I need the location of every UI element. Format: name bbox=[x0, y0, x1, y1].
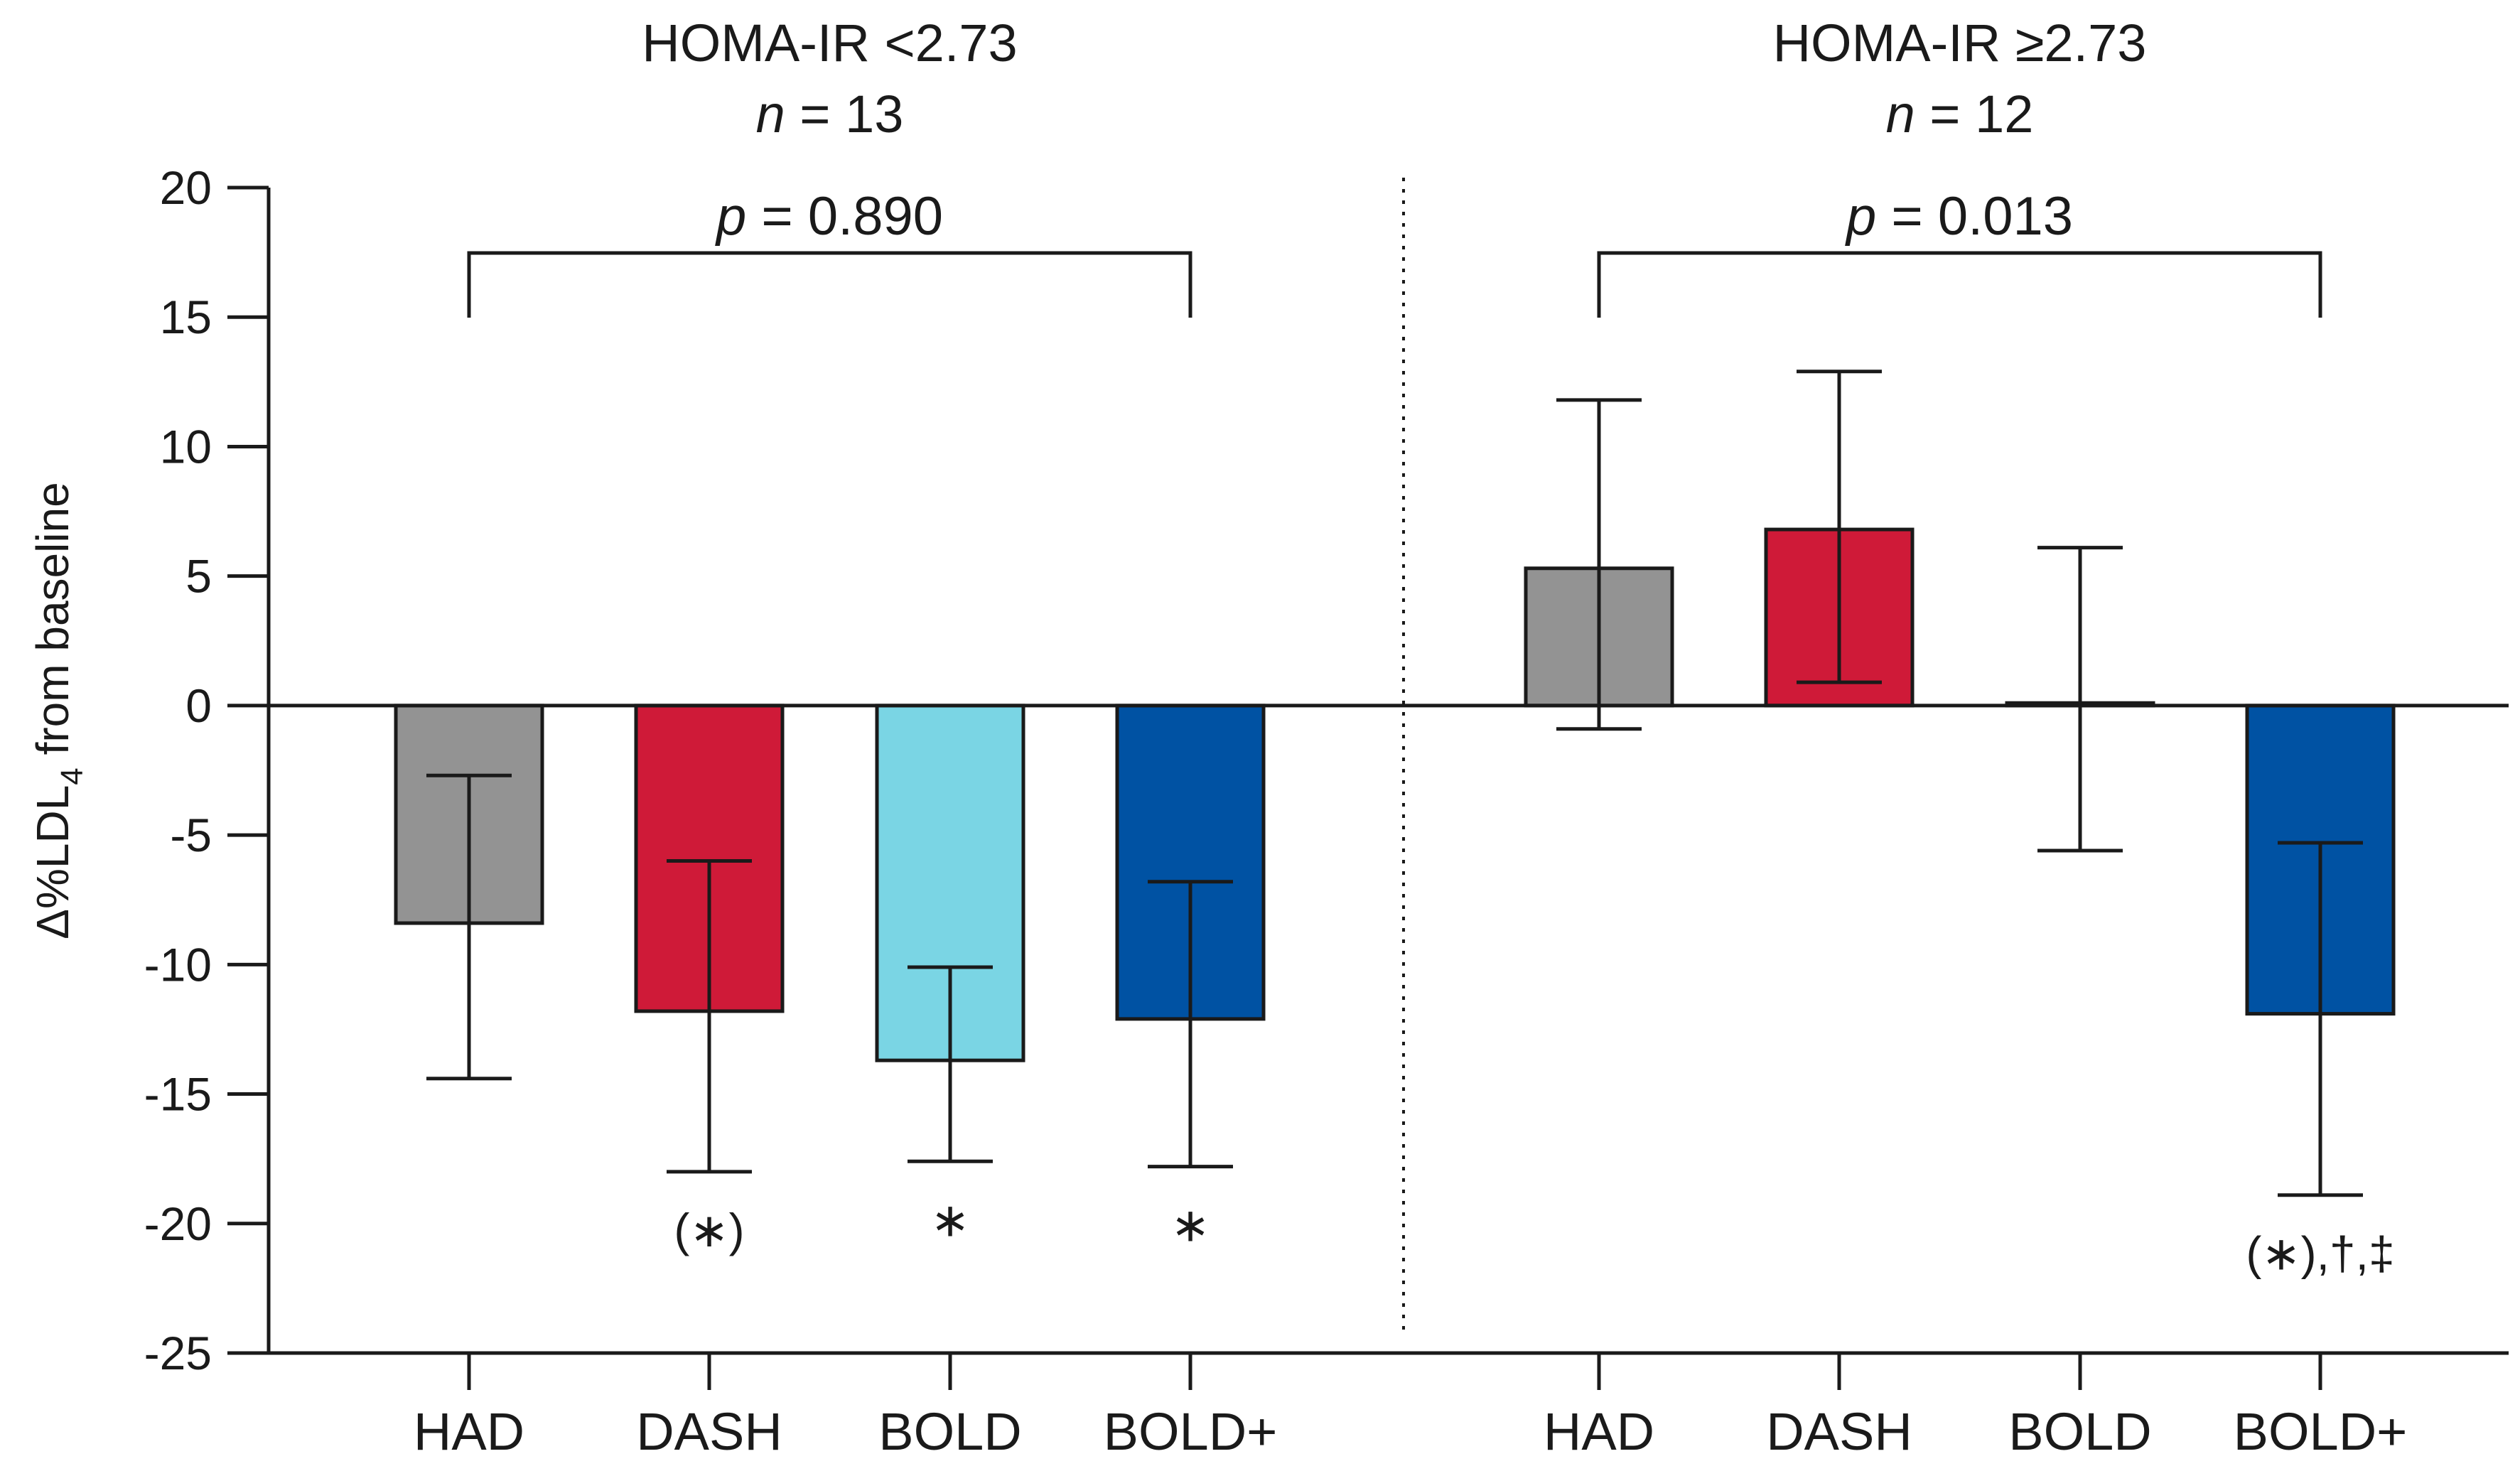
y-axis-label-main: Δ%LDL bbox=[27, 785, 78, 939]
y-axis-label-rest: from baseline bbox=[27, 482, 78, 767]
panel-n-symbol: n bbox=[1886, 85, 1915, 144]
x-tick-label: DASH bbox=[1766, 1402, 1912, 1461]
panel-1: HOMA-IR <2.73 n = 13 HAD DASH (∗) BOLD ∗ BOLD+ ∗… bbox=[394, 14, 1278, 1461]
x-tick-label: HAD bbox=[1544, 1402, 1654, 1461]
p-value-symbol: p bbox=[715, 186, 746, 247]
panel-n-value: = 12 bbox=[1915, 85, 2034, 144]
significance-label: (∗) bbox=[674, 1204, 744, 1256]
panel-n-value: = 13 bbox=[785, 85, 904, 144]
y-tick-label: 10 bbox=[160, 420, 212, 473]
p-value-label: p = 0.890 bbox=[715, 186, 943, 247]
p-value-number: = 0.890 bbox=[746, 186, 943, 247]
y-tick-label: 20 bbox=[160, 161, 212, 214]
panel-title: HOMA-IR <2.73 bbox=[642, 14, 1017, 72]
y-tick-label: 15 bbox=[160, 291, 212, 343]
p-value-symbol: p bbox=[1845, 186, 1876, 247]
panel-n-label: n = 13 bbox=[756, 85, 904, 144]
x-tick-label: BOLD bbox=[2008, 1402, 2152, 1461]
panel-n-label: n = 12 bbox=[1886, 85, 2034, 144]
x-tick-label: BOLD bbox=[878, 1402, 1022, 1461]
panels: HOMA-IR <2.73 n = 13 HAD DASH (∗) BOLD ∗ BOLD+ ∗… bbox=[394, 14, 2408, 1461]
p-value-number: = 0.013 bbox=[1876, 186, 2073, 247]
x-tick-label: HAD bbox=[414, 1402, 524, 1461]
x-tick-label: BOLD+ bbox=[1104, 1402, 1278, 1461]
y-tick-label: 5 bbox=[185, 550, 212, 603]
y-tick-label: -15 bbox=[144, 1068, 212, 1121]
y-tick-label: -5 bbox=[170, 809, 212, 861]
comparison-bracket bbox=[1597, 251, 2322, 318]
comparison-bracket bbox=[467, 251, 1192, 318]
y-axis-label-subscript: 4 bbox=[55, 767, 90, 785]
y-tick-label: -20 bbox=[144, 1197, 212, 1250]
significance-label: (∗),†,‡ bbox=[2246, 1227, 2394, 1280]
y-axis: 20 15 10 5 0 -5 -10 -15 -20 -25 bbox=[144, 161, 271, 1379]
x-tick-label: BOLD+ bbox=[2234, 1402, 2408, 1461]
y-tick-label: -10 bbox=[144, 938, 212, 991]
panel-2: HOMA-IR ≥2.73 n = 12 HAD DASH BOLD BOLD+ (∗),†… bbox=[1524, 14, 2408, 1461]
panel-title: HOMA-IR ≥2.73 bbox=[1773, 14, 2147, 72]
y-tick-label: 0 bbox=[185, 679, 212, 732]
panel-n-symbol: n bbox=[756, 85, 785, 144]
p-value-label: p = 0.013 bbox=[1845, 186, 2073, 247]
y-axis-label: Δ%LDL4 from baseline bbox=[27, 482, 90, 939]
x-tick-label: DASH bbox=[636, 1402, 782, 1461]
y-tick-label: -25 bbox=[144, 1327, 212, 1379]
significance-label: ∗ bbox=[930, 1193, 969, 1246]
x-axis bbox=[269, 704, 2509, 1355]
significance-label: ∗ bbox=[1170, 1199, 1210, 1251]
